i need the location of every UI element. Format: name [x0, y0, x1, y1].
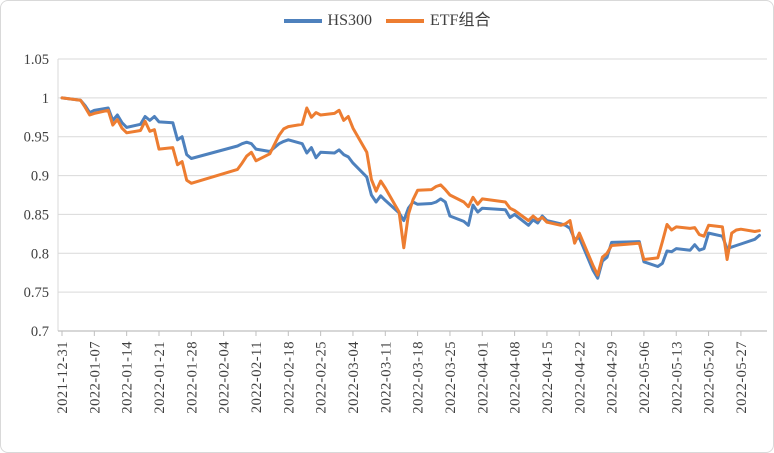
legend-label-hs300: HS300	[327, 12, 372, 29]
y-axis-tick-label: 0.85	[24, 207, 49, 223]
x-axis-tick-label: 2022-01-14	[120, 341, 136, 414]
x-axis-tick-label: 2022-03-18	[411, 341, 427, 414]
x-axis-tick-label: 2022-02-25	[314, 341, 330, 414]
x-axis-tick-label: 2022-02-18	[281, 341, 297, 414]
legend-item-etf: ETF组合	[386, 13, 490, 29]
x-axis-tick-label: 2022-04-29	[605, 341, 621, 414]
legend-swatch-hs300	[283, 19, 322, 23]
x-axis-tick-label: 2022-05-13	[669, 341, 685, 414]
x-axis-tick-label: 2022-04-15	[540, 341, 556, 414]
x-axis-tick-label: 2022-02-04	[217, 341, 233, 414]
chart-legend: HS300 ETF组合	[1, 13, 773, 29]
x-axis-tick-label: 2022-04-08	[508, 341, 524, 414]
y-axis-tick-label: 0.95	[24, 130, 49, 146]
x-axis-tick-label: 2022-05-06	[637, 341, 653, 414]
y-axis-tick-label: 1	[42, 91, 49, 107]
x-axis-tick-label: 2022-04-22	[572, 341, 588, 414]
x-axis-tick-label: 2022-03-11	[378, 341, 394, 413]
x-axis-tick-label: 2022-02-11	[249, 341, 265, 413]
y-axis-tick-label: 1.05	[24, 52, 49, 68]
y-axis-tick-label: 0.7	[31, 324, 49, 340]
y-axis-tick-label: 0.8	[31, 246, 49, 262]
y-axis-tick-label: 0.9	[31, 169, 49, 185]
x-axis-tick-label: 2022-03-04	[346, 341, 362, 414]
legend-label-etf: ETF组合	[430, 12, 491, 29]
x-axis-tick-label: 2022-01-21	[152, 341, 168, 414]
x-axis-tick-label: 2022-05-20	[702, 341, 718, 414]
x-axis-tick-label: 2022-01-28	[184, 341, 200, 414]
series-line-etf	[60, 96, 761, 277]
series-line-hs300	[60, 96, 761, 280]
legend-item-hs300: HS300	[283, 12, 372, 29]
x-axis-tick-label: 2022-04-01	[475, 341, 491, 414]
x-axis-tick-label: 2022-05-27	[734, 341, 750, 414]
x-axis-tick-label: 2022-01-07	[87, 341, 103, 414]
legend-swatch-etf	[386, 19, 424, 23]
y-axis-tick-label: 0.75	[24, 285, 49, 301]
x-axis-tick-label: 2022-03-25	[443, 341, 459, 414]
x-axis-tick-label: 2021-12-31	[55, 341, 71, 414]
